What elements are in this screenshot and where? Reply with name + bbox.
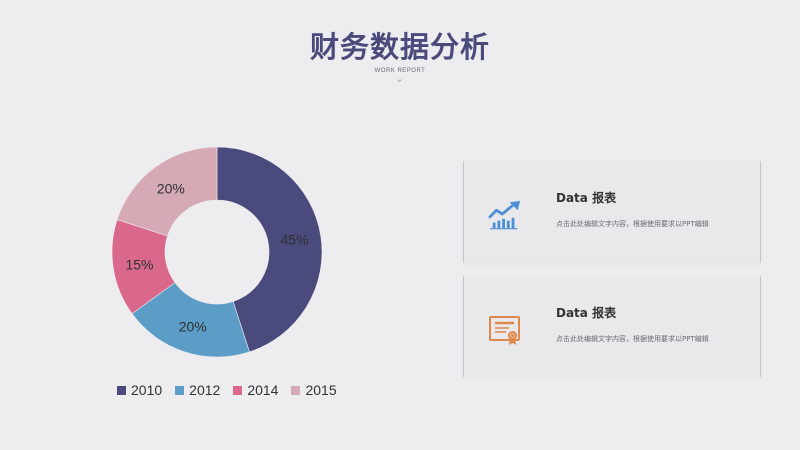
legend-label-2015: 2015 [305,382,337,398]
data-label-2012: 20% [179,319,207,335]
card-title: Data 报表 [556,191,617,205]
legend-marker-2010 [117,385,126,395]
growth-chart-icon [488,200,521,230]
donut-segment-2012 [131,282,250,358]
donut-chart: 45% 20% 15% 20% [111,146,323,358]
page-title: 财务数据分析 [309,30,490,64]
data-label-2015: 20% [157,180,185,196]
legend-label-2014: 2014 [247,382,279,398]
legend-item-2015: 2015 [291,382,337,398]
data-label-2014: 15% [125,256,153,272]
legend-label-2012: 2012 [189,382,221,398]
title-decoration [397,79,402,82]
info-card-1[interactable]: Data 报表 点击此处编辑文字内容，根据使用要求以PPT编辑 [463,161,761,263]
legend-item-2012: 2012 [175,382,220,398]
legend-label-2010: 2010 [131,382,163,398]
card-title: Data 报表 [556,306,617,320]
donut-segment-2015 [116,146,218,237]
card-description: 点击此处编辑文字内容，根据使用要求以PPT编辑 [556,335,709,343]
legend-item-2010: 2010 [117,382,162,398]
legend-marker-2014 [233,385,243,395]
legend-item-2014: 2014 [233,382,278,398]
donut-segment-2010 [216,146,323,353]
legend-marker-2012 [175,385,185,395]
card-description: 点击此处编辑文字内容，根据使用要求以PPT编辑 [556,220,709,228]
data-label-2010: 45% [281,232,309,248]
page-subtitle: WORK REPORT [374,68,426,74]
chart-legend: 2010 2012 2014 2015 [117,382,350,398]
info-card-2[interactable]: Data 报表 点击此处编辑文字内容，根据使用要求以PPT编辑 [463,276,761,377]
certificate-icon [489,316,520,345]
legend-marker-2015 [291,385,301,395]
